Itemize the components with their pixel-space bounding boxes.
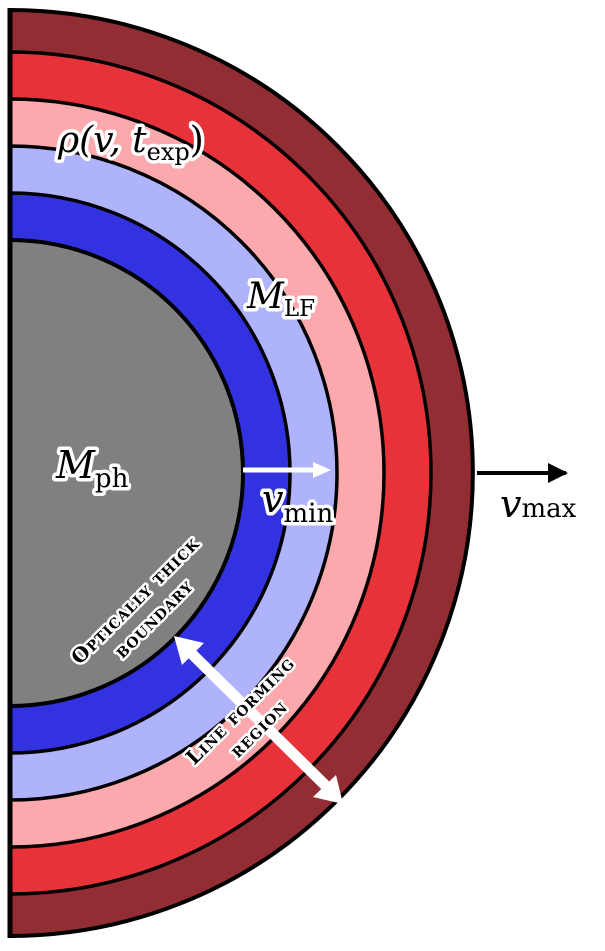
photospheric-mass-label: Mph [55, 443, 129, 494]
v-min-label: vmin [262, 477, 333, 529]
line-forming-mass-label: MLF [246, 276, 315, 322]
density-label: ρ(v, texp) [57, 120, 204, 166]
photosphere-core [8, 237, 245, 709]
line-forming-region-arrow [174, 636, 343, 804]
v-max-label: vmax [500, 482, 577, 526]
v-min-arrow [243, 462, 331, 478]
